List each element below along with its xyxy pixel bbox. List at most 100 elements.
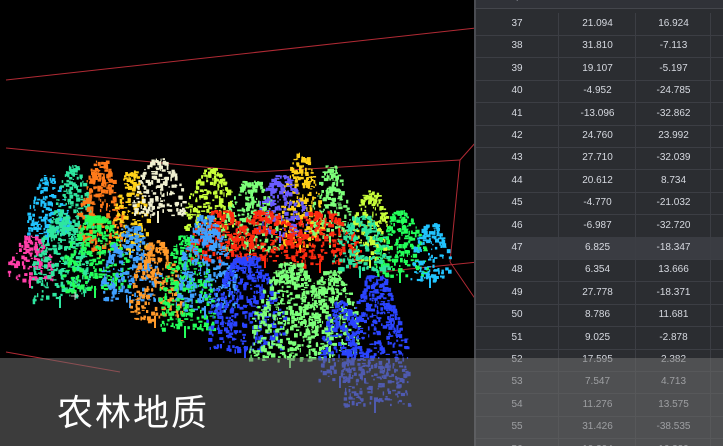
point-cloud-canvas: [5, 27, 478, 413]
table-row[interactable]: 38 31.810 -7.113: [476, 35, 723, 59]
cell-y: -32.862: [635, 102, 711, 125]
tree-cluster: [410, 223, 452, 288]
cell-extra: [710, 192, 723, 215]
table-row[interactable]: 39 19.107 -5.197: [476, 57, 723, 81]
cell-x: 20.612: [558, 169, 636, 192]
table-row[interactable]: 50 8.786 11.681: [476, 304, 723, 328]
cell-id: 40: [511, 85, 523, 97]
cell-y: -32.039: [635, 147, 711, 170]
cell-extra: [710, 214, 723, 237]
cell-y: 8.734: [635, 169, 711, 192]
table-row[interactable]: 45 -4.770 -21.032: [476, 192, 723, 216]
table-row[interactable]: 37 21.094 16.924: [476, 13, 723, 36]
table-row[interactable]: 48 6.354 13.666: [476, 259, 723, 283]
bbox-edge-right-mid: [255, 159, 461, 173]
cell-id: 41: [511, 107, 523, 119]
cell-extra: [710, 281, 723, 304]
cell-y: -5.197: [635, 57, 711, 80]
table-row[interactable]: 40 -4.952 -24.785: [476, 80, 723, 104]
cell-extra: [710, 169, 723, 192]
cell-x: 27.710: [558, 147, 636, 170]
cell-x: 21.094: [558, 13, 636, 35]
cell-y: -18.347: [635, 237, 711, 259]
cell-extra: [710, 259, 723, 282]
cell-x: 27.778: [558, 281, 636, 304]
cell-x: 6.825: [558, 237, 636, 259]
cell-id: 46: [511, 219, 523, 231]
cell-y: -2.878: [635, 326, 711, 349]
cell-extra: [710, 57, 723, 80]
cell-id: 51: [511, 331, 523, 343]
caption-title: 农林地质: [57, 393, 210, 434]
table-row[interactable]: 42 24.760 23.992: [476, 125, 723, 148]
bbox-edge-right-vertical: [449, 159, 461, 263]
cell-id: 50: [511, 309, 523, 321]
cell-x: -13.096: [558, 102, 636, 125]
cell-x: -4.952: [558, 80, 636, 103]
bbox-edge-corner: [459, 141, 477, 161]
caption-bar: [0, 358, 723, 446]
cell-y: -32.720: [635, 214, 711, 237]
cell-y: 23.992: [635, 125, 711, 147]
header-x[interactable]: ‥: [592, 0, 598, 3]
bbox-edge-left-mid: [5, 147, 257, 173]
cell-id: 45: [511, 197, 523, 209]
table-row[interactable]: 51 9.025 -2.878: [476, 326, 723, 350]
cell-id: 43: [511, 152, 523, 164]
cell-extra: [710, 13, 723, 35]
cell-y: 13.666: [635, 259, 711, 282]
cell-y: 16.924: [635, 13, 711, 35]
cell-extra: [710, 147, 723, 170]
cell-x: 8.786: [558, 304, 636, 327]
cell-id: 42: [511, 130, 523, 141]
cell-x: 9.025: [558, 326, 636, 349]
cell-x: -4.770: [558, 192, 636, 215]
cell-x: 6.354: [558, 259, 636, 282]
cell-extra: [710, 237, 723, 259]
tree-cluster: [132, 158, 187, 223]
cell-x: 19.107: [558, 57, 636, 80]
cell-x: 31.810: [558, 35, 636, 58]
header-y[interactable]: ‥: [666, 0, 672, 3]
point-cloud-viewport[interactable]: [0, 0, 478, 446]
cell-extra: [710, 304, 723, 327]
cell-y: -18.371: [635, 281, 711, 304]
bbox-edge-top-back: [5, 27, 477, 81]
table-row[interactable]: 47 6.825 -18.347: [476, 237, 723, 260]
cell-id: 47: [511, 242, 523, 253]
tree-point-cloud: [7, 152, 452, 413]
cell-id: 49: [511, 286, 523, 298]
cell-extra: [710, 35, 723, 58]
tree-cluster: [206, 255, 288, 358]
cell-y: -21.032: [635, 192, 711, 215]
cell-id: 48: [511, 264, 523, 276]
tree-cluster: [226, 210, 308, 268]
cell-x: 24.760: [558, 125, 636, 147]
tree-cluster: [31, 216, 92, 308]
cell-y: -7.113: [635, 35, 711, 58]
cell-id: 44: [511, 174, 523, 186]
tree-cluster: [283, 210, 362, 273]
cell-id: 37: [511, 18, 523, 29]
cell-extra: [710, 326, 723, 349]
cell-x: -6.987: [558, 214, 636, 237]
cell-id: 39: [511, 62, 523, 74]
cell-extra: [710, 125, 723, 147]
table-header: ...\ ‥ ‥: [476, 0, 723, 9]
bbox-edge-lower-right: [449, 261, 477, 301]
table-row[interactable]: 43 27.710 -32.039: [476, 147, 723, 171]
cell-y: 11.681: [635, 304, 711, 327]
cell-extra: [710, 102, 723, 125]
cell-extra: [710, 80, 723, 103]
cell-id: 38: [511, 40, 523, 52]
crosshair-icon: [71, 292, 79, 300]
table-row[interactable]: 46 -6.987 -32.720: [476, 214, 723, 238]
header-id[interactable]: ...\: [506, 0, 518, 3]
cell-y: -24.785: [635, 80, 711, 103]
tree-cluster: [332, 215, 391, 278]
table-row[interactable]: 41 -13.096 -32.862: [476, 102, 723, 126]
table-row[interactable]: 49 27.778 -18.371: [476, 281, 723, 305]
table-row[interactable]: 44 20.612 8.734: [476, 169, 723, 193]
bounding-box-wireframe: [5, 27, 478, 373]
